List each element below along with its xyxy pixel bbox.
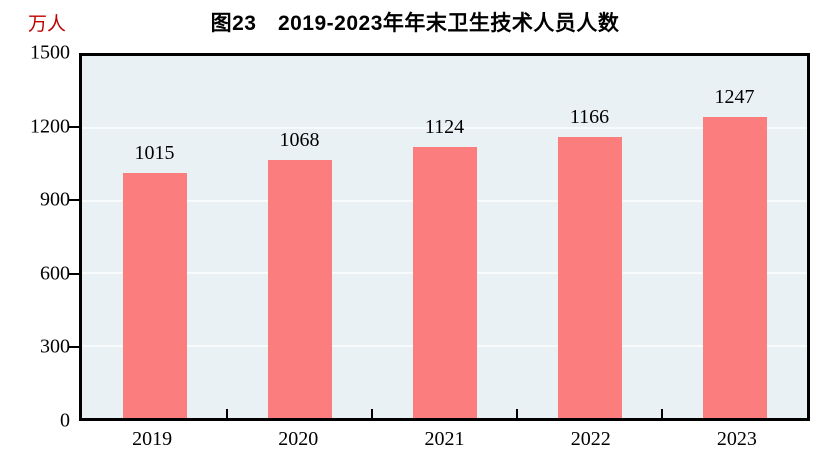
x-axis-label: 2019 <box>132 428 173 450</box>
x-axis-label: 2023 <box>716 428 757 450</box>
y-axis-tick-label: 600 <box>40 262 70 285</box>
gridline <box>82 127 807 130</box>
bar-value-label: 1247 <box>714 86 755 109</box>
bar-value-label: 1166 <box>569 105 610 128</box>
x-axis-tick <box>371 409 373 418</box>
y-axis-unit-label: 万人 <box>28 14 67 35</box>
y-axis-tick-label: 1500 <box>30 41 70 64</box>
x-axis-label: 2022 <box>570 428 611 450</box>
y-axis-tick-label: 900 <box>40 188 70 211</box>
y-axis-tick <box>69 125 79 128</box>
bar <box>557 136 622 418</box>
x-axis-tick <box>226 409 228 418</box>
bar <box>702 117 767 418</box>
bar <box>267 160 332 418</box>
plot-area: 1015 1068 1124 1166 1247 <box>79 53 810 421</box>
x-axis-tick <box>516 409 518 418</box>
x-axis-labels: 2019 2020 2021 2022 2023 <box>79 428 810 454</box>
bar <box>122 173 187 418</box>
bar <box>412 146 477 418</box>
y-axis-tick <box>69 346 79 349</box>
x-axis-label: 2020 <box>278 428 319 450</box>
y-axis-tick-label: 1200 <box>30 115 70 138</box>
x-axis-tick <box>661 409 663 418</box>
x-axis-label: 2021 <box>424 428 465 450</box>
bar-value-label: 1068 <box>279 129 320 152</box>
bar-value-label: 1124 <box>424 115 465 138</box>
bar-value-label: 1015 <box>134 142 175 165</box>
y-axis-ticks <box>69 53 79 421</box>
y-axis-tick-label: 0 <box>60 409 70 432</box>
y-axis-tick-labels: 0 300 600 900 1200 1500 <box>0 42 70 432</box>
y-axis-tick <box>69 199 79 202</box>
chart-title: 图23 2019-2023年年末卫生技术人员人数 <box>210 12 620 35</box>
y-axis-tick <box>69 272 79 275</box>
y-axis-tick-label: 300 <box>40 335 70 358</box>
